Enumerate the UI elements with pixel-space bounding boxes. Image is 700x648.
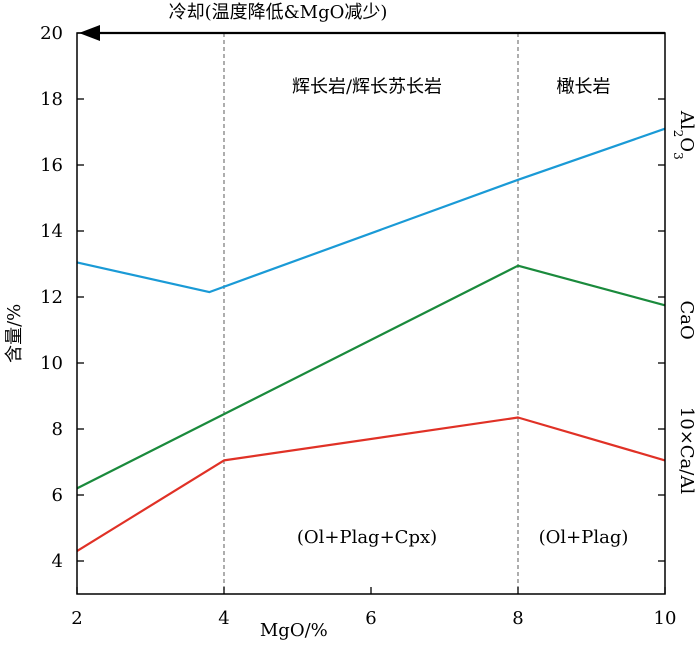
series-label-cao: CaO: [676, 300, 697, 339]
y-tick-label: 20: [40, 23, 63, 44]
series-line-1: [76, 127, 666, 294]
x-axis-label: MgO/%: [260, 620, 328, 641]
x-tick-label: 2: [71, 608, 82, 629]
x-tick-label: 6: [365, 608, 376, 629]
x-tick-label: 4: [218, 608, 229, 629]
chart-title: 冷却(温度降低&MgO减少): [169, 2, 388, 23]
y-tick-label: 12: [40, 287, 63, 308]
y-tick-label: 16: [40, 155, 63, 176]
y-tick-label: 6: [52, 485, 63, 506]
series-label-al2o3: Al2O3: [671, 110, 697, 160]
region-assemblage-2: (Ol+Plag): [539, 527, 629, 548]
y-tick-label: 10: [40, 353, 63, 374]
region-name-1: 辉长岩/辉长苏长岩: [292, 76, 442, 97]
x-tick-label: 8: [512, 608, 523, 629]
series-line-3: [76, 416, 666, 553]
series-line-2: [76, 264, 666, 490]
series-label-ca-al: 10×Ca/Al: [676, 407, 697, 495]
y-tick-label: 14: [40, 221, 63, 242]
y-axis-label: 含量/%: [4, 304, 25, 363]
y-tick-label: 18: [40, 89, 63, 110]
y-tick-label: 8: [52, 419, 63, 440]
plot-frame: [76, 32, 666, 595]
region-name-2: 橄长岩: [557, 76, 611, 97]
region-assemblage-1: (Ol+Plag+Cpx): [297, 527, 437, 548]
y-tick-label: 4: [52, 551, 63, 572]
cooling-arrow-head: [79, 25, 100, 41]
x-tick-label: 10: [654, 608, 677, 629]
